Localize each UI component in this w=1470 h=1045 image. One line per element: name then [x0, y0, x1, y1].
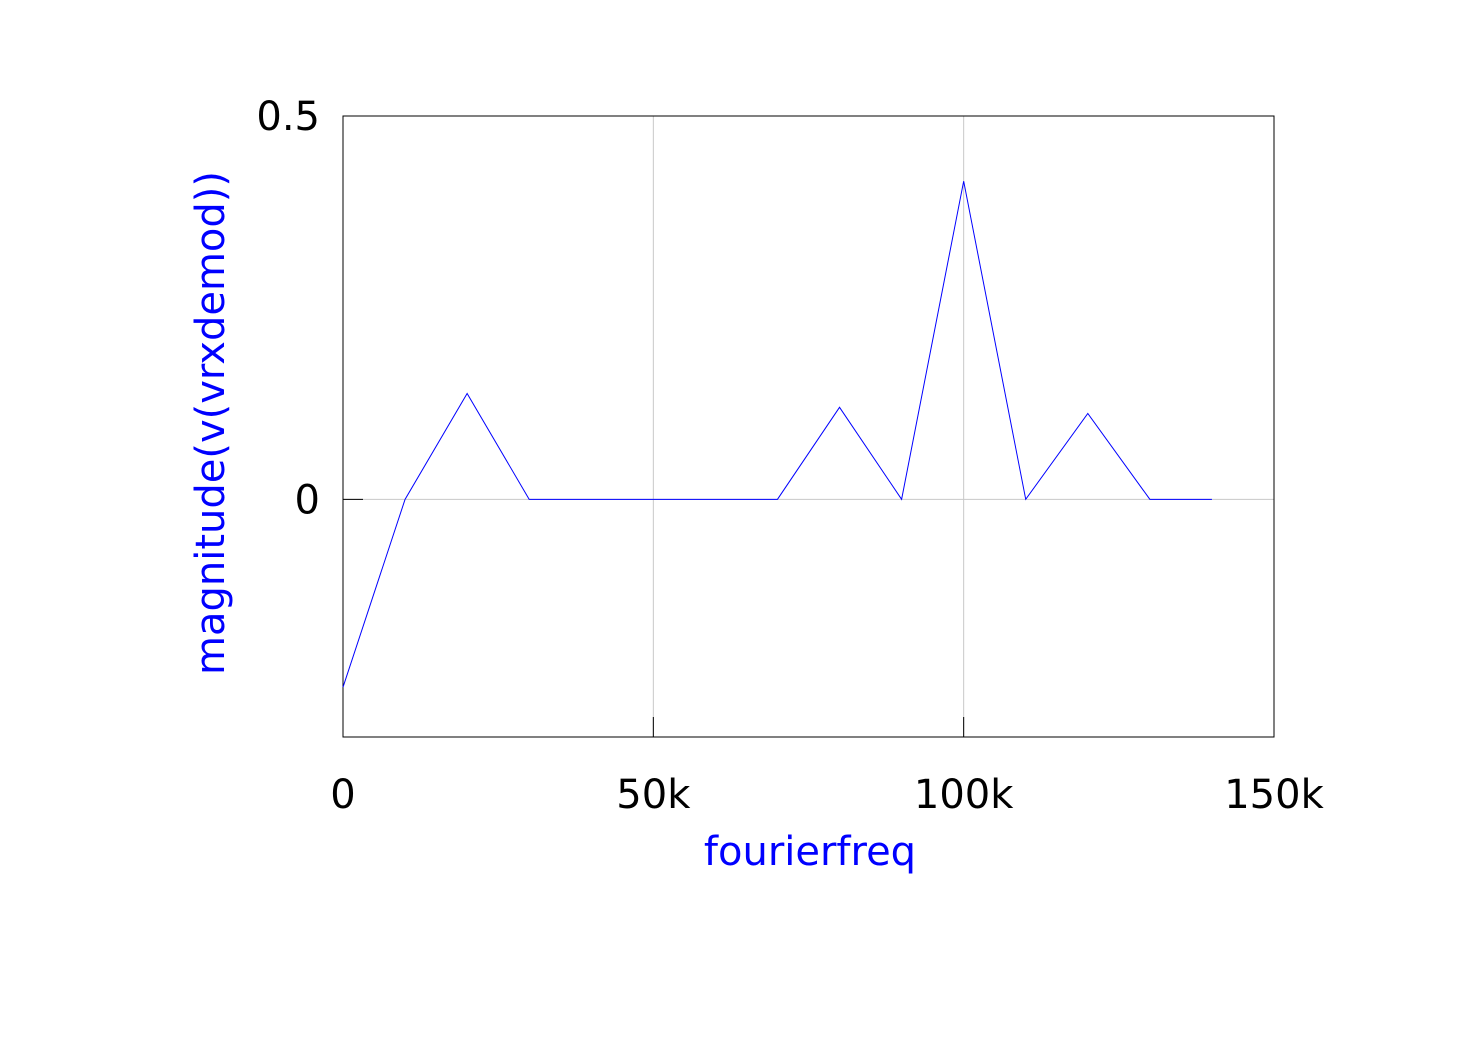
grid-lines [343, 116, 1274, 737]
axis-ticks [342, 115, 1275, 737]
x-axis-label: fourierfreq [704, 829, 916, 875]
series-group [342, 181, 1212, 688]
x-tick-label: 0 [330, 772, 355, 818]
y-tick-label: 0.5 [256, 94, 320, 140]
y-axis-label: magnitude(v(vrxdemod)) [188, 171, 234, 675]
x-tick-label: 100k [914, 772, 1014, 818]
x-tick-labels: 0 50k 100k 150k [330, 772, 1324, 818]
x-tick-label: 50k [616, 772, 691, 818]
y-tick-label: 0 [295, 477, 320, 523]
x-tick-label: 150k [1224, 772, 1324, 818]
y-tick-labels: 00.5 [256, 94, 320, 523]
plot-frame [342, 115, 1275, 738]
series-line [342, 181, 1212, 688]
